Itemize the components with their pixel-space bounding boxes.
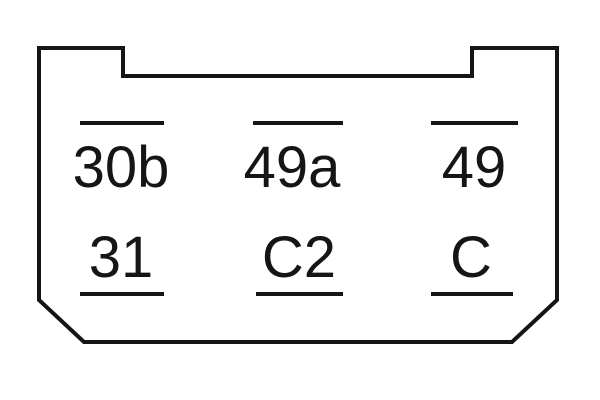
- pin-label-31: 31: [89, 225, 154, 290]
- pin-label-49: 49: [442, 135, 507, 200]
- pin-label-30b: 30b: [73, 135, 170, 200]
- connector-housing-outline: [37, 46, 559, 344]
- pin-label-c2: C2: [262, 225, 336, 290]
- pin-label-c: C: [450, 225, 492, 290]
- pin-label-49a: 49a: [244, 135, 342, 200]
